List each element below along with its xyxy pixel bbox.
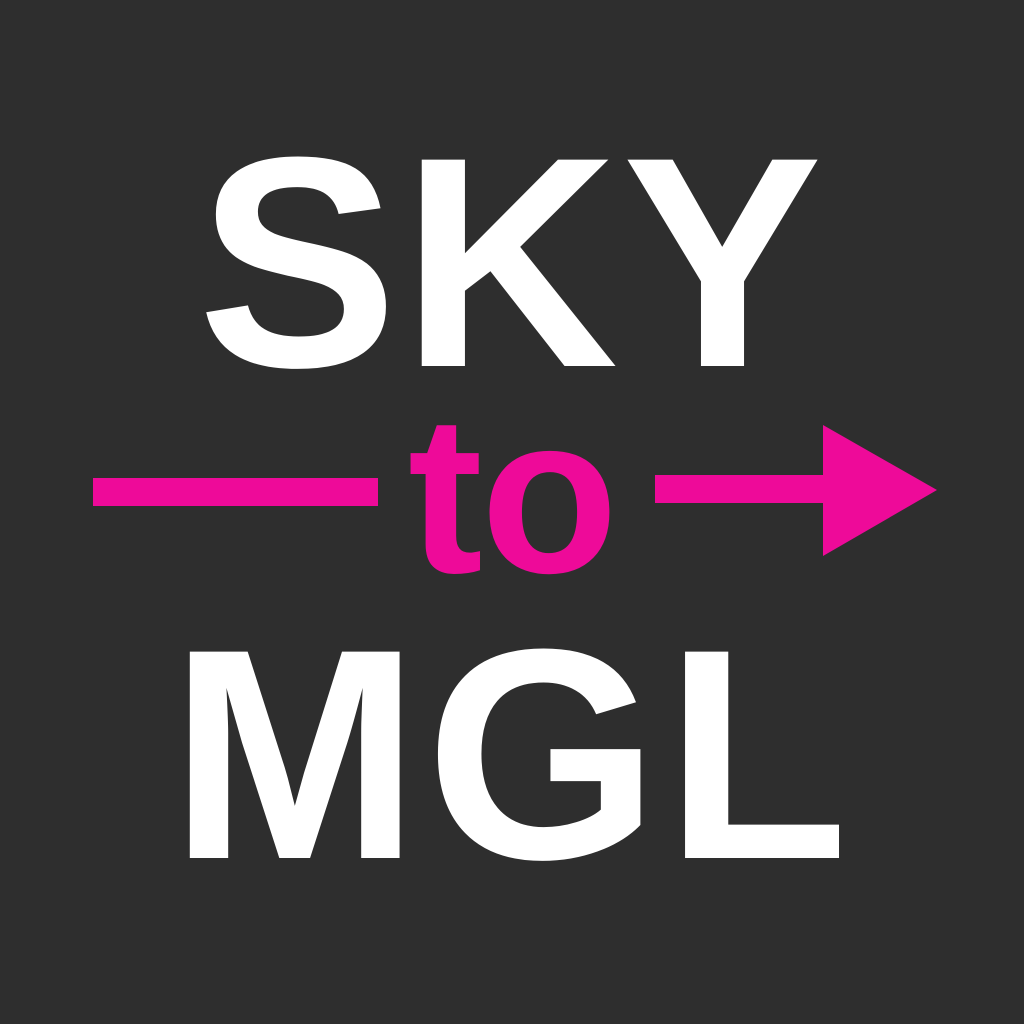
logo-middle-word: to [407,368,618,620]
logo-bottom-word: MGL [169,586,855,922]
arrow-head [823,425,937,556]
logo-top-word: SKY [197,94,827,430]
